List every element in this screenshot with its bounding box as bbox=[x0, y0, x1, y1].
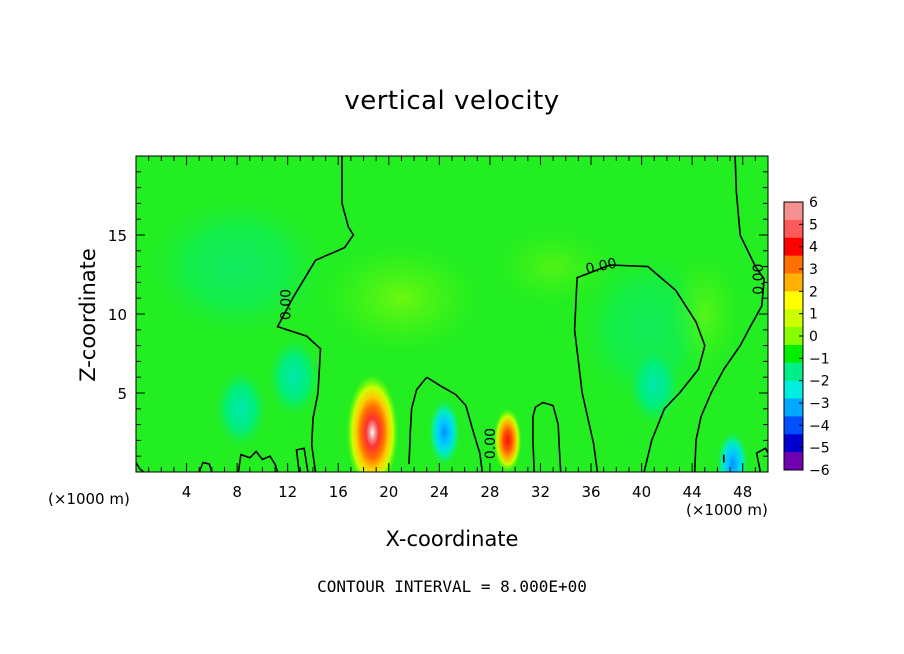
colorbar-swatch bbox=[784, 398, 803, 417]
y-axis: 5 10 15 bbox=[108, 171, 768, 457]
colorbar-tick-label: −4 bbox=[809, 418, 830, 434]
colorbar-swatch bbox=[784, 416, 803, 435]
y-tick-label: 10 bbox=[108, 306, 127, 324]
colorbar-swatch bbox=[784, 327, 803, 346]
contour-label: 0.00 bbox=[751, 264, 767, 295]
colorbar-tick-label: −1 bbox=[809, 351, 830, 367]
x-axis-unit-left: (×1000 m) bbox=[48, 490, 130, 508]
field-feature-downdraft bbox=[214, 368, 267, 449]
chart-title: vertical velocity bbox=[344, 86, 560, 116]
colorbar-swatch bbox=[784, 219, 803, 239]
contour-label: 0.00 bbox=[278, 289, 294, 320]
x-axis-label: X-coordinate bbox=[385, 527, 519, 551]
colorbar-swatch bbox=[784, 309, 803, 328]
colorbar-tick-label: −6 bbox=[809, 463, 830, 479]
y-axis-label: Z-coordinate bbox=[76, 248, 100, 382]
colorbar-swatch bbox=[784, 202, 803, 221]
zero-contours bbox=[136, 156, 768, 472]
field-feature-updraft bbox=[493, 408, 522, 472]
contour-label: 0.00 bbox=[483, 428, 499, 459]
colorbar-swatch bbox=[784, 344, 803, 364]
field-blob bbox=[321, 243, 482, 354]
contour-line-zero bbox=[573, 264, 706, 472]
colorbar-tick-label: 1 bbox=[809, 307, 818, 323]
field-feature-downdraft bbox=[628, 345, 681, 426]
x-tick-label: 44 bbox=[683, 483, 702, 501]
colorbar-tick-label: 2 bbox=[809, 284, 818, 300]
colorbar-tick-label: −3 bbox=[809, 396, 830, 412]
velocity-field bbox=[136, 156, 768, 472]
contour-line-zero bbox=[755, 447, 768, 472]
colorbar-swatch bbox=[784, 273, 803, 292]
field-feature-updraft bbox=[346, 374, 399, 472]
field-blob bbox=[669, 254, 740, 374]
x-tick-label: 32 bbox=[531, 483, 550, 501]
y-tick-label: 5 bbox=[117, 385, 127, 403]
colorbar-swatch bbox=[784, 291, 803, 310]
colorbar-swatch bbox=[784, 452, 803, 471]
x-tick-label: 40 bbox=[632, 483, 651, 501]
x-tick-label: 16 bbox=[329, 483, 348, 501]
field-feature-downdraft bbox=[268, 337, 320, 418]
field-feature-downdraft bbox=[716, 430, 749, 472]
x-tick-label: 12 bbox=[278, 483, 297, 501]
colorbar: 6 5 4 3 2 1 0 −1 −2 −3 −4 −5 −6 bbox=[783, 195, 830, 479]
x-tick-label: 8 bbox=[232, 483, 242, 501]
contour-line-zero bbox=[198, 461, 213, 472]
colorbar-tick-label: −5 bbox=[809, 441, 830, 457]
colorbar-swatch bbox=[784, 380, 803, 400]
x-tick-label: 20 bbox=[379, 483, 398, 501]
x-tick-label: 28 bbox=[480, 483, 499, 501]
colorbar-tick-label: 4 bbox=[809, 240, 818, 256]
field-feature-downdraft bbox=[428, 398, 461, 467]
x-tick-label: 36 bbox=[581, 483, 600, 501]
contour-label: 0.00 bbox=[584, 256, 618, 278]
field-blob bbox=[493, 226, 614, 307]
colorbar-swatch bbox=[784, 362, 803, 382]
colorbar-tick-label: −2 bbox=[809, 374, 830, 390]
contour-line-zero bbox=[408, 376, 428, 465]
x-tick-label: 4 bbox=[182, 483, 192, 501]
colorbar-tick-label: 6 bbox=[809, 195, 818, 211]
contour-line-zero bbox=[276, 156, 355, 472]
x-axis-unit-right: (×1000 m) bbox=[686, 501, 768, 519]
contour-line-zero bbox=[136, 462, 145, 472]
y-tick-label: 15 bbox=[108, 227, 127, 245]
contour-labels: 0.00 0.00 0.00 0.00 bbox=[278, 256, 767, 460]
colorbar-swatch bbox=[784, 255, 803, 274]
contour-line-zero bbox=[295, 447, 309, 472]
contour-line-zero bbox=[532, 401, 562, 472]
colorbar-tick-label: 0 bbox=[809, 329, 818, 345]
colorbar-swatch bbox=[784, 237, 803, 257]
colorbar-tick-label: 5 bbox=[809, 217, 818, 233]
x-tick-label: 48 bbox=[733, 483, 752, 501]
contour-line-zero bbox=[426, 376, 484, 472]
contour-interval-note: CONTOUR INTERVAL = 8.000E+00 bbox=[317, 577, 587, 596]
field-blob bbox=[147, 196, 328, 337]
colorbar-tick-label: 3 bbox=[809, 262, 818, 278]
contour-line-zero bbox=[693, 156, 766, 472]
x-tick-label: 24 bbox=[430, 483, 449, 501]
x-axis: 4 8 12 16 20 24 28 32 36 40 44 48 bbox=[148, 156, 756, 501]
contour-line-zero bbox=[237, 450, 279, 472]
colorbar-swatch bbox=[784, 434, 803, 453]
